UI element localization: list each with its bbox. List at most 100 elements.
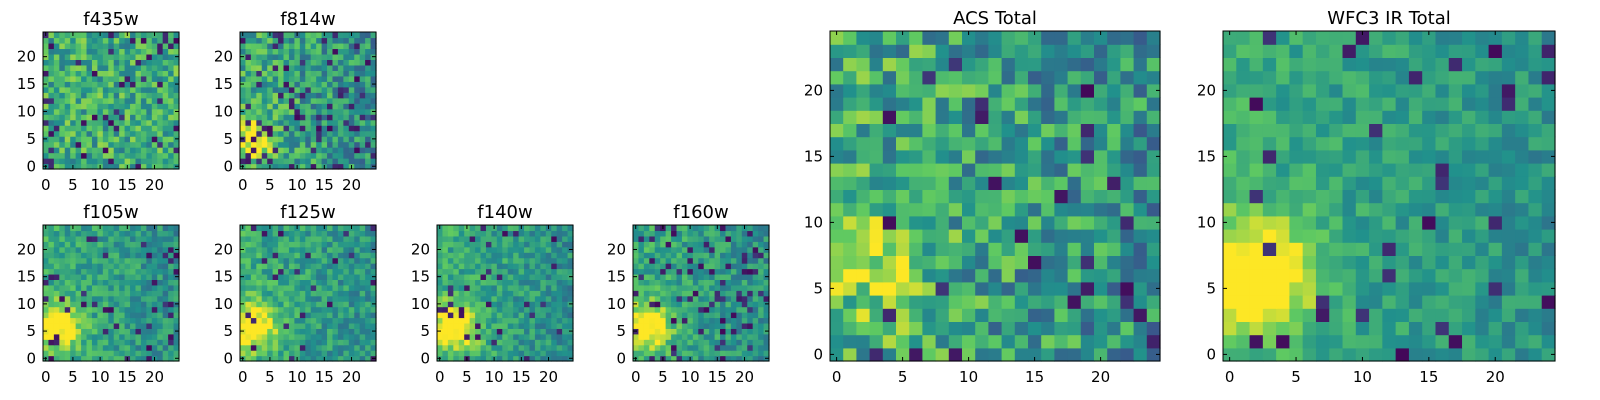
heatmap-cell — [327, 350, 334, 357]
heatmap-cell — [491, 344, 498, 351]
heatmap-cell — [480, 355, 487, 362]
heatmap-cell — [1054, 123, 1069, 138]
heatmap-cell — [119, 108, 126, 115]
heatmap-cell — [502, 344, 509, 351]
heatmap-cell — [365, 81, 372, 88]
heatmap-cell — [173, 317, 180, 324]
heatmap-cell — [135, 344, 142, 351]
heatmap-cell — [59, 235, 66, 242]
heatmap-cell — [437, 333, 444, 340]
heatmap-cell — [91, 295, 98, 302]
heatmap-cell — [305, 301, 312, 308]
heatmap-cell — [1041, 308, 1055, 322]
heatmap-cell — [261, 53, 268, 60]
heatmap-cell — [856, 44, 871, 58]
heatmap-cell — [261, 125, 268, 132]
heatmap-cell — [856, 202, 871, 217]
heatmap-cell — [310, 350, 317, 357]
heatmap-cell — [119, 147, 126, 154]
heatmap-cell — [643, 290, 650, 297]
heatmap-cell — [59, 42, 66, 50]
heatmap-cell — [102, 141, 109, 148]
heatmap-cell — [988, 215, 1003, 230]
heatmap-cell — [108, 136, 115, 143]
heatmap-cell — [64, 312, 71, 319]
heatmap-cell — [1315, 202, 1330, 217]
heatmap-cell — [491, 339, 498, 346]
x-tick-label: 15 — [512, 368, 531, 386]
heatmap-cell — [736, 295, 743, 302]
heatmap-cell — [1435, 215, 1450, 230]
x-tick-label: 15 — [708, 368, 727, 386]
heatmap-cell — [882, 70, 897, 85]
heatmap-cell — [272, 295, 279, 302]
heatmap-cell — [507, 263, 514, 270]
heatmap-cell — [130, 125, 137, 132]
heatmap-cell — [135, 130, 142, 137]
heatmap-cell — [146, 92, 153, 99]
heatmap-cell — [272, 306, 279, 313]
heatmap-cell — [272, 317, 279, 324]
heatmap-cell — [113, 284, 120, 291]
heatmap-cell — [676, 273, 683, 280]
heatmap-cell — [245, 130, 252, 137]
heatmap-cell — [747, 344, 754, 351]
heatmap-cell — [354, 119, 361, 126]
heatmap-cell — [299, 333, 306, 340]
heatmap-cell — [321, 81, 328, 88]
heatmap-cell — [1369, 176, 1383, 190]
heatmap-cell — [173, 230, 180, 237]
heatmap-cell — [162, 86, 169, 93]
heatmap-cell — [654, 317, 661, 324]
heatmap-cell — [267, 141, 274, 148]
heatmap-cell — [102, 246, 109, 253]
heatmap-cell — [267, 339, 274, 346]
heatmap-cell — [1276, 295, 1290, 309]
heatmap-cell — [698, 273, 705, 280]
heatmap-cell — [354, 235, 361, 242]
heatmap-cell — [730, 246, 737, 253]
heatmap-cell — [654, 235, 661, 242]
heatmap-cell — [442, 301, 449, 308]
heatmap-cell — [332, 301, 339, 308]
heatmap-cell — [113, 322, 120, 329]
heatmap-cell — [370, 48, 377, 55]
heatmap-cell — [283, 273, 290, 280]
heatmap-cell — [108, 81, 115, 88]
heatmap-cell — [567, 350, 574, 357]
heatmap-cell — [97, 246, 104, 253]
heatmap-cell — [240, 350, 247, 357]
heatmap-cell — [91, 328, 98, 335]
heatmap-cell — [81, 241, 88, 248]
heatmap-cell — [64, 70, 71, 77]
heatmap-cell — [135, 246, 142, 253]
heatmap-cell — [896, 149, 910, 164]
heatmap-cell — [305, 48, 312, 55]
heatmap-cell — [240, 339, 247, 346]
heatmap-cell — [240, 152, 247, 159]
heatmap-cell — [75, 290, 82, 297]
heatmap-cell — [1080, 44, 1095, 58]
heatmap-cell — [75, 97, 82, 104]
heatmap-cell — [830, 83, 844, 98]
heatmap-cell — [469, 225, 476, 232]
heatmap-cell — [272, 147, 279, 154]
heatmap-cell — [1080, 97, 1095, 111]
heatmap-cell — [283, 37, 290, 44]
heatmap-cell — [1541, 295, 1556, 309]
heatmap-cell — [676, 290, 683, 297]
panel-title: f435w — [83, 9, 138, 30]
heatmap-cell — [896, 136, 910, 151]
heatmap-cell — [1133, 149, 1148, 164]
heatmap-cell — [513, 350, 520, 357]
heatmap-cell — [1276, 189, 1290, 204]
heatmap-cell — [337, 108, 344, 115]
heatmap-cell — [162, 317, 169, 324]
heatmap-cell — [1133, 202, 1148, 217]
heatmap-cell — [720, 235, 727, 242]
heatmap-cell — [935, 229, 950, 243]
heatmap-cell — [332, 86, 339, 93]
heatmap-cell — [124, 114, 131, 121]
heatmap-cell — [660, 284, 667, 291]
heatmap-cell — [332, 48, 339, 55]
